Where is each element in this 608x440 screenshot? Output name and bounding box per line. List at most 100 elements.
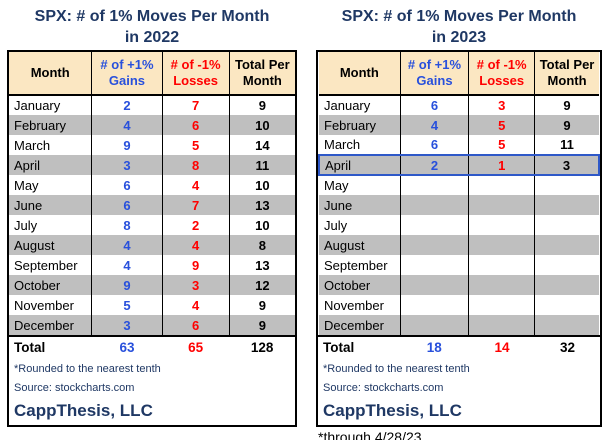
table-row: June 6 7 13 (9, 195, 295, 215)
gains-cell: 4 (91, 115, 162, 135)
header-losses: # of -1% Losses (161, 52, 230, 96)
losses-cell (468, 235, 535, 255)
total-cell: 9 (534, 95, 599, 115)
losses-cell (468, 275, 535, 295)
total-cell (534, 315, 599, 335)
losses-cell: 4 (161, 295, 230, 315)
month-cell: June (319, 195, 401, 215)
gains-cell (399, 315, 469, 335)
table-row: November (319, 295, 599, 315)
total-gains: 63 (119, 340, 135, 355)
losses-cell: 6 (161, 315, 230, 335)
losses-cell: 3 (161, 275, 230, 295)
header-row: Month # of +1% Gains # of -1% Losses Tot… (9, 52, 295, 96)
total-cell: 14 (228, 135, 295, 155)
total-cell: 11 (228, 155, 295, 175)
gains-cell: 6 (91, 195, 162, 215)
footnote-source: Source: stockcharts.com (323, 382, 444, 394)
table-row: April 2 1 3 (317, 154, 601, 176)
total-cell (534, 195, 599, 215)
total-cell: 13 (228, 195, 295, 215)
data-table-2023: Month # of +1% Gains # of -1% Losses Tot… (317, 52, 601, 335)
total-losses: 14 (494, 340, 510, 355)
losses-cell (468, 175, 535, 195)
total-row-2022: Total 63 65 128 (9, 335, 295, 358)
table-row: September 4 9 13 (9, 255, 295, 275)
losses-cell: 2 (161, 215, 230, 235)
table-row: July (319, 215, 599, 235)
month-cell: January (324, 98, 371, 113)
header-month: Month (9, 52, 92, 96)
table-row: August 4 4 8 (9, 235, 295, 255)
losses-cell: 1 (468, 154, 535, 176)
total-per-month: 128 (250, 340, 274, 355)
month-cell: July (324, 217, 348, 233)
table-row: September (319, 255, 599, 275)
month-cell: August (9, 235, 92, 255)
gains-cell: 4 (91, 235, 162, 255)
total-cell: 9 (228, 295, 295, 315)
title-line2: in 2022 (124, 29, 180, 46)
month-cell: May (324, 178, 349, 193)
month-cell: April (317, 154, 401, 176)
total-cell (534, 175, 599, 195)
losses-cell: 6 (161, 115, 230, 135)
losses-cell: 3 (468, 95, 535, 115)
month-cell: June (9, 195, 92, 215)
losses-cell: 9 (161, 255, 230, 275)
gains-cell: 6 (399, 95, 469, 115)
data-table-2022: Month # of +1% Gains # of -1% Losses Tot… (9, 52, 295, 335)
panel-2023: SPX: # of 1% Moves Per Month in 2023 Mon… (316, 4, 602, 440)
gains-cell (399, 295, 469, 315)
header-row: Month # of +1% Gains # of -1% Losses Tot… (319, 52, 599, 96)
table-row: February 4 5 9 (319, 115, 599, 135)
total-cell: 3 (534, 154, 601, 176)
header-total: Total Per Month (228, 52, 295, 96)
gains-cell: 2 (91, 95, 162, 115)
month-cell: November (324, 297, 384, 313)
month-cell: May (14, 177, 39, 193)
header-gains: # of +1% Gains (91, 52, 162, 96)
gains-cell: 2 (399, 154, 469, 176)
table-row: November 5 4 9 (9, 295, 295, 315)
losses-cell (468, 295, 535, 315)
total-cell: 12 (228, 275, 295, 295)
month-cell: December (319, 315, 401, 335)
total-cell: 8 (228, 235, 295, 255)
losses-cell: 5 (468, 115, 535, 135)
table-row: December (319, 315, 599, 335)
table-row: January 6 3 9 (319, 95, 599, 115)
table-row: March 6 5 11 (319, 135, 599, 155)
month-cell: October (9, 275, 92, 295)
gains-cell: 6 (91, 175, 162, 195)
header-losses: # of -1% Losses (468, 52, 535, 96)
footnote-source: Source: stockcharts.com (14, 382, 135, 394)
total-cell: 13 (228, 255, 295, 275)
gains-cell: 8 (91, 215, 162, 235)
losses-cell: 5 (468, 135, 535, 155)
table-row: October (319, 275, 599, 295)
title-line2: in 2023 (431, 29, 487, 46)
month-cell: September (324, 257, 388, 273)
gains-cell: 3 (91, 155, 162, 175)
total-label: Total (323, 340, 355, 355)
header-total: Total Per Month (534, 52, 599, 96)
table-row: March 9 5 14 (9, 135, 295, 155)
brand-cappthesis: CappThesis, LLC (14, 401, 153, 420)
month-cell: February (9, 115, 92, 135)
losses-cell: 4 (161, 235, 230, 255)
total-cell (534, 255, 599, 275)
month-cell: July (14, 217, 38, 233)
gains-cell (399, 255, 469, 275)
table-row: May (319, 175, 599, 195)
losses-cell: 7 (161, 95, 230, 115)
total-cell: 9 (534, 115, 599, 135)
gains-cell (399, 175, 469, 195)
total-per-month: 32 (560, 340, 576, 355)
month-cell: March (14, 137, 51, 153)
losses-cell: 8 (161, 155, 230, 175)
table-row: February 4 6 10 (9, 115, 295, 135)
title-line1: SPX: # of 1% Moves Per Month (341, 8, 577, 25)
table-row: June (319, 195, 599, 215)
total-gains: 18 (426, 340, 442, 355)
